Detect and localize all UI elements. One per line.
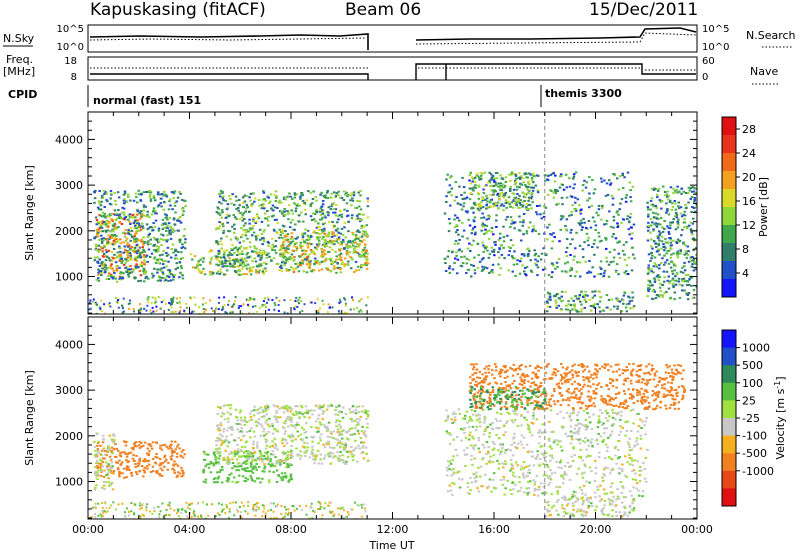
y-tick-label: 4000: [55, 133, 83, 146]
colorbar-segment: [722, 383, 736, 401]
x-tick-label: 12:00: [377, 523, 409, 536]
noise-panel: 10^5 10^0 10^5 10^0: [57, 24, 730, 53]
echo-region-1: [93, 190, 187, 283]
colorbar-segment: [722, 279, 736, 298]
colorbar-segment: [722, 189, 736, 208]
scatter-cells: [88, 171, 699, 316]
freq-right-tick-low: 0: [702, 72, 708, 83]
colorbar-segment: [722, 135, 736, 154]
y-tick-label: 3000: [55, 179, 83, 192]
colorbar-segment: [722, 117, 736, 136]
colorbar-tick-label: 28: [742, 123, 756, 136]
colorbar-tick-label: -500: [742, 447, 767, 460]
colorbar-segment: [722, 243, 736, 262]
nsky-label: N.Sky: [3, 32, 35, 45]
beam-title: Beam 06: [345, 0, 421, 20]
cpid-panel: normal (fast) 151 themis 3300: [88, 85, 622, 107]
colorbar-tick-label: 500: [742, 359, 763, 372]
echo-region-4: [444, 408, 648, 497]
echo-region-2: [202, 450, 293, 484]
colorbar-segment: [722, 348, 736, 366]
echo-region-7: [546, 290, 636, 312]
x-tick-label: 08:00: [275, 523, 307, 536]
y-tick-label: 1000: [55, 476, 83, 489]
colorbar: 1000 500 100 25 -25 -100 -500 -1000: [722, 330, 774, 507]
colorbar-segment: [722, 365, 736, 383]
y-tick-label: 1000: [55, 271, 83, 284]
colorbar-tick-label: 8: [742, 243, 749, 256]
colorbar-tick-label: 24: [742, 147, 756, 160]
y-tick-label: 2000: [55, 225, 83, 238]
colorbar-segment: [722, 488, 736, 506]
freq-left-tick-low: 8: [71, 72, 77, 83]
colorbar-segment: [722, 225, 736, 244]
scatter-cells: [89, 363, 686, 521]
velocity-colorbar-label: Velocity [m s-1]: [773, 376, 787, 459]
x-tick-label: 00:00: [72, 523, 104, 536]
y-tick-label: 4000: [55, 338, 83, 351]
colorbar-tick-label: 16: [742, 195, 756, 208]
colorbar-tick-label: 12: [742, 219, 756, 232]
power-ylabel: Slant Range [km]: [23, 165, 36, 261]
colorbar-segment: [722, 400, 736, 418]
colorbar-tick-label: 20: [742, 171, 756, 184]
echo-region-3: [215, 404, 370, 465]
colorbar-tick-label: 25: [742, 394, 756, 407]
colorbar-tick-label: -25: [742, 412, 760, 425]
colorbar-segment: [722, 471, 736, 489]
colorbar-segment: [722, 436, 736, 454]
cpid-label: CPID: [8, 88, 37, 101]
power-heatmap-panel: 1000 2000 3000 4000 4 8 12 16 20 24 28: [55, 112, 756, 316]
x-tick-label: 04:00: [174, 523, 206, 536]
x-tick-label: 00:00: [681, 523, 713, 536]
nsearch-label: N.Search: [746, 29, 796, 42]
noise-right-tick-high: 10^5: [702, 24, 729, 35]
colorbar-segment: [722, 153, 736, 172]
colorbar-tick-label: 4: [742, 267, 749, 280]
colorbar-tick-label: 100: [742, 377, 763, 390]
freq-unit-label: [MHz]: [3, 65, 35, 78]
date-title: 15/Dec/2011: [589, 0, 698, 20]
colorbar-segment: [722, 207, 736, 226]
freq-left-tick-high: 18: [64, 56, 77, 67]
velocity-heatmap-panel: 1000 2000 3000 4000 00:00 04:00 08:00 12:00 16:0…: [55, 317, 774, 536]
colorbar-segment: [722, 330, 736, 348]
noise-left-tick-high: 10^5: [57, 24, 84, 35]
power-colorbar-label: Power [dB]: [757, 177, 770, 237]
echo-region-8: [646, 186, 699, 301]
colorbar-tick-label: -1000: [742, 465, 774, 478]
echo-region-7: [545, 495, 635, 517]
noise-left-tick-low: 10^0: [57, 42, 84, 53]
echo-region-1: [93, 433, 115, 491]
y-tick-label: 2000: [55, 430, 83, 443]
panel-frame: [88, 112, 697, 314]
time-xlabel: Time UT: [368, 539, 414, 552]
cpid-entry-themis: themis 3300: [545, 87, 622, 100]
colorbar-segment: [722, 261, 736, 280]
colorbar: 4 8 12 16 20 24 28: [722, 117, 756, 298]
colorbar-tick-label: -100: [742, 430, 767, 443]
echo-region-2: [190, 247, 268, 276]
velocity-ylabel: Slant Range [km]: [23, 370, 36, 466]
colorbar-segment: [722, 171, 736, 190]
freq-right-tick-high: 60: [702, 56, 715, 67]
echo-region-5: [469, 363, 686, 411]
x-tick-label: 20:00: [580, 523, 612, 536]
colorbar-segment: [722, 453, 736, 471]
station-title: Kapuskasing (fitACF): [90, 0, 266, 20]
cpid-entry-normal: normal (fast) 151: [93, 94, 201, 107]
nave-label: Nave: [750, 65, 778, 78]
frequency-panel: 18 8 60 0: [64, 56, 714, 83]
noise-right-tick-low: 10^0: [702, 42, 729, 53]
x-tick-label: 16:00: [478, 523, 510, 536]
y-tick-label: 3000: [55, 384, 83, 397]
colorbar-tick-label: 1000: [742, 342, 770, 355]
colorbar-segment: [722, 418, 736, 436]
